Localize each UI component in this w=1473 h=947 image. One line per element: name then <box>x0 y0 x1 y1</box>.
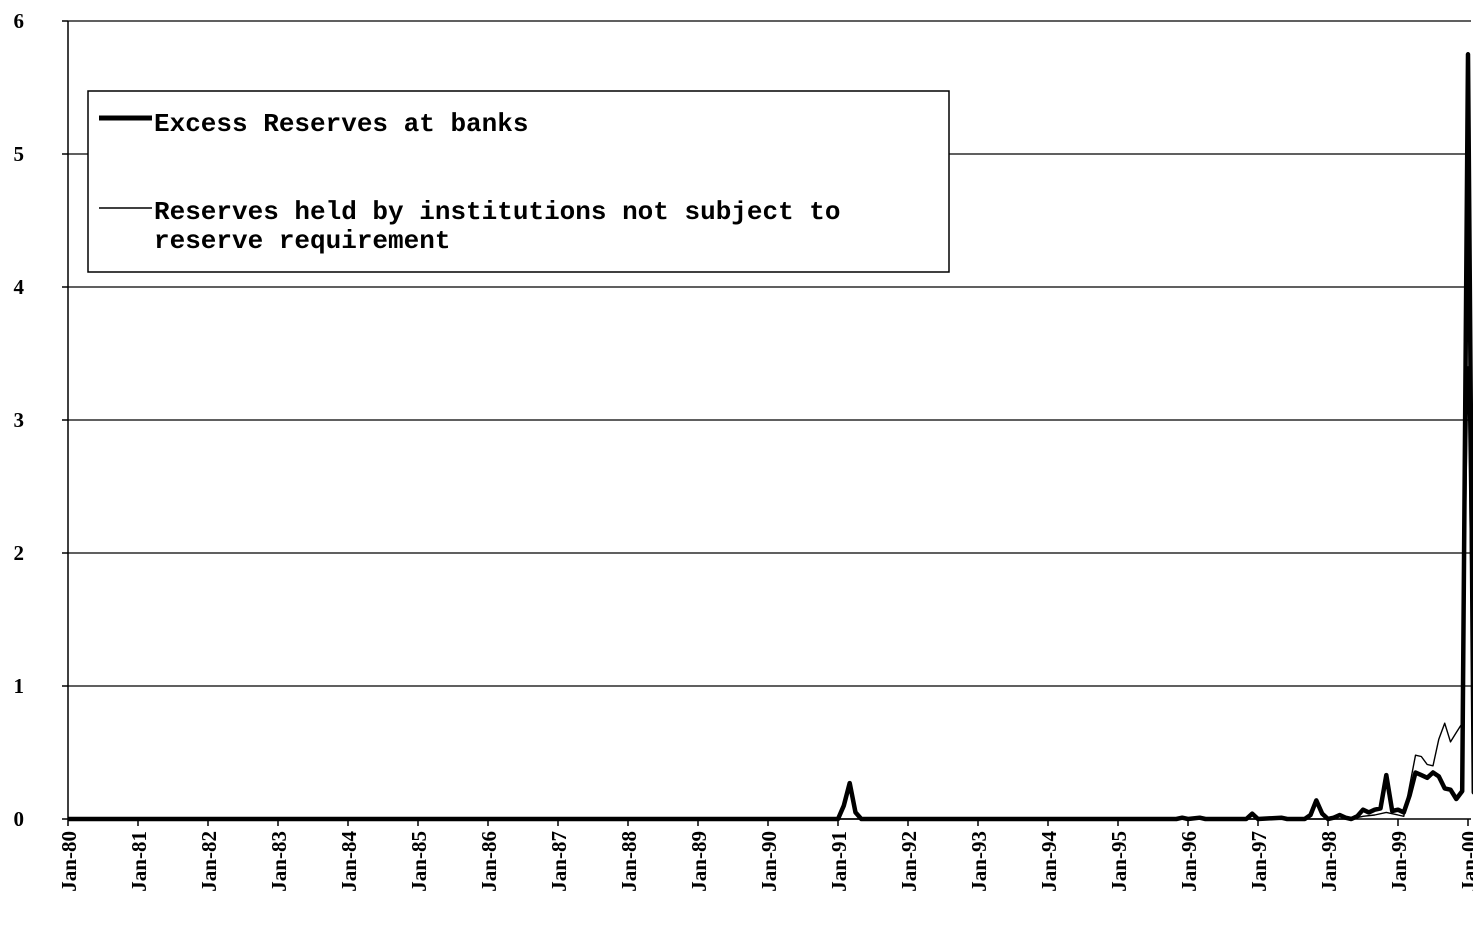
x-tick-label: Jan-81 <box>127 831 151 892</box>
legend-label-nonsubject-reserves-line1: Reserves held by institutions not subjec… <box>154 197 841 227</box>
x-tick-label: Jan-94 <box>1037 831 1061 892</box>
legend: Excess Reserves at banks Reserves held b… <box>87 90 950 273</box>
legend-box <box>87 90 950 273</box>
y-tick-label: 6 <box>14 9 25 33</box>
x-tick-label: Jan-97 <box>1247 831 1271 892</box>
y-tick-label: 1 <box>14 674 25 698</box>
x-tick-label: Jan-92 <box>897 831 921 892</box>
x-tick-label: Jan-00 <box>1457 831 1473 892</box>
y-tick-label: 3 <box>14 408 25 432</box>
series-line-nonsubject-reserves <box>68 366 1473 820</box>
x-tick-label: Jan-93 <box>967 831 991 892</box>
y-axis: 0 1 2 3 4 5 6 <box>14 9 69 831</box>
legend-label-nonsubject-reserves-line2: reserve requirement <box>154 226 450 256</box>
x-tick-label: Jan-88 <box>617 831 641 892</box>
series-lines <box>68 52 1473 822</box>
x-tick-label: Jan-87 <box>547 831 571 892</box>
x-tick-label: Jan-96 <box>1177 831 1201 892</box>
x-tick-label: Jan-85 <box>407 831 431 892</box>
x-tick-label: Jan-82 <box>197 831 221 892</box>
x-tick-label: Jan-98 <box>1317 831 1341 892</box>
y-tick-label: 2 <box>14 541 25 565</box>
x-tick-label: Jan-83 <box>267 831 291 892</box>
x-tick-label: Jan-91 <box>827 831 851 892</box>
x-axis: Jan-80 Jan-81 Jan-82 Jan-83 Jan-84 Jan-85 Jan-… <box>57 818 1473 892</box>
x-tick-label: Jan-99 <box>1387 831 1411 892</box>
x-tick-label: Jan-80 <box>57 831 81 892</box>
legend-label-excess-reserves: Excess Reserves at banks <box>154 109 528 139</box>
y-tick-label: 5 <box>14 142 25 166</box>
y-tick-label: 4 <box>14 275 25 299</box>
x-tick-label: Jan-84 <box>337 831 361 892</box>
x-tick-label: Jan-95 <box>1107 831 1131 892</box>
x-tick-label: Jan-89 <box>687 831 711 892</box>
y-tick-label: 0 <box>14 807 25 831</box>
x-tick-label: Jan-86 <box>477 831 501 892</box>
x-tick-label: Jan-90 <box>757 831 781 892</box>
